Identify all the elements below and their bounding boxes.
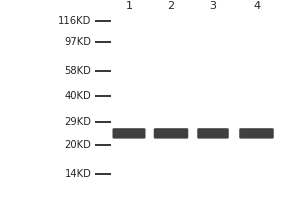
Text: 40KD: 40KD <box>65 91 92 101</box>
Text: 29KD: 29KD <box>64 117 92 127</box>
Text: 58KD: 58KD <box>64 66 92 76</box>
Text: 97KD: 97KD <box>64 37 92 47</box>
FancyBboxPatch shape <box>239 128 274 139</box>
Text: 20KD: 20KD <box>64 140 92 150</box>
Text: 1: 1 <box>125 1 133 11</box>
Text: 2: 2 <box>167 1 175 11</box>
Text: 14KD: 14KD <box>64 169 92 179</box>
FancyBboxPatch shape <box>112 128 146 139</box>
FancyBboxPatch shape <box>197 128 229 139</box>
Text: 116KD: 116KD <box>58 16 92 26</box>
Text: 3: 3 <box>209 1 217 11</box>
FancyBboxPatch shape <box>154 128 188 139</box>
Text: 4: 4 <box>253 1 260 11</box>
